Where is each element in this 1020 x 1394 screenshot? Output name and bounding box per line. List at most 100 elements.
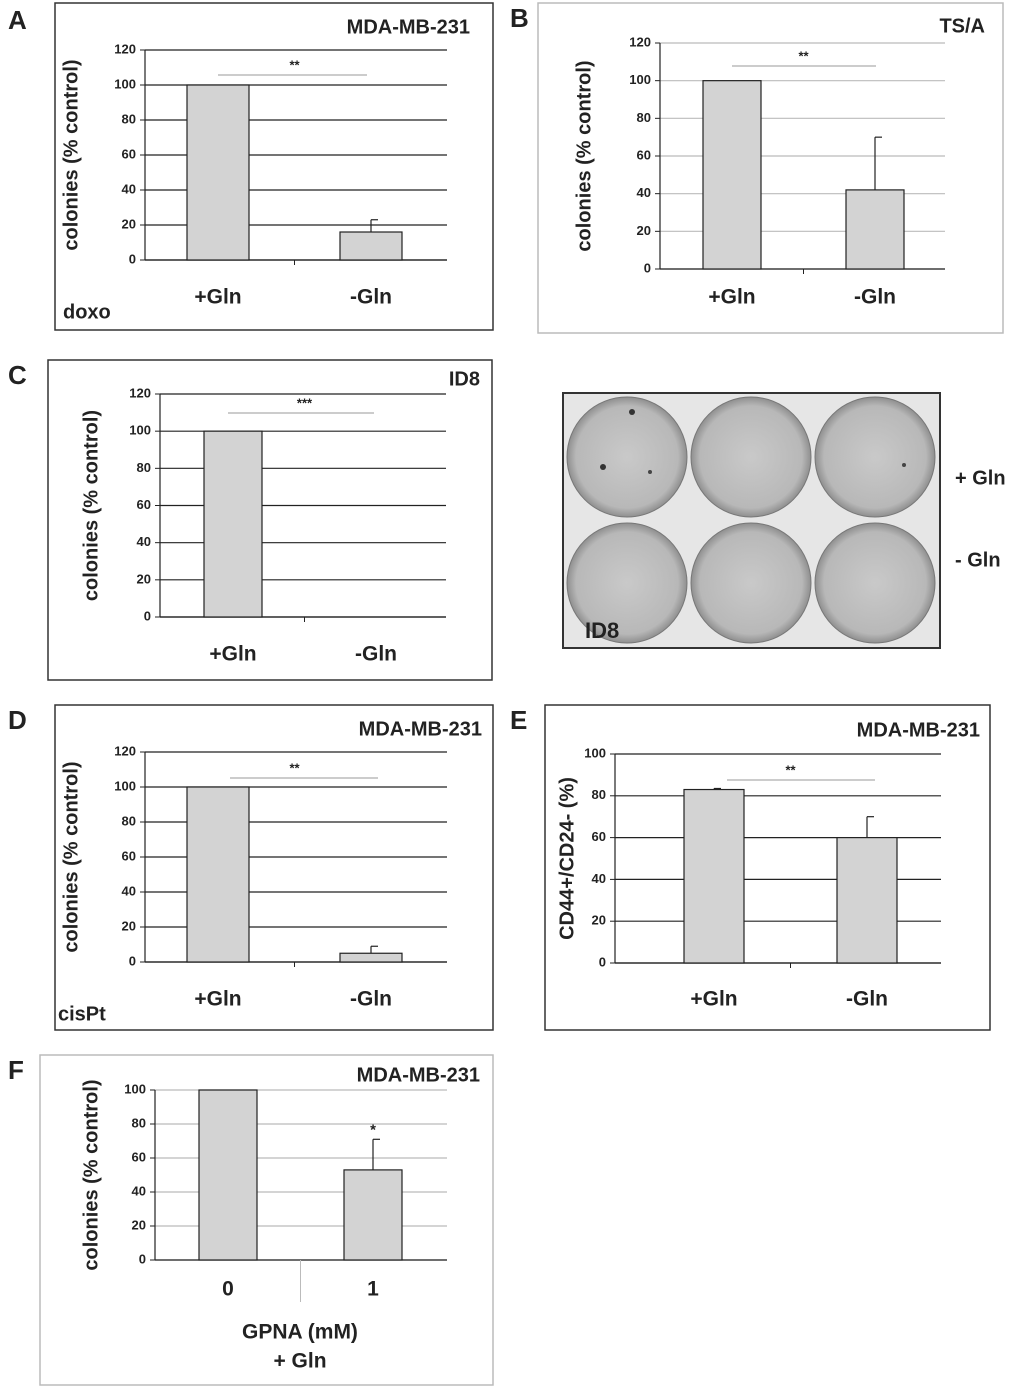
y-tick-label: 100 bbox=[114, 76, 136, 91]
bar bbox=[198, 1089, 258, 1261]
photo-plate: ID8 bbox=[562, 392, 941, 649]
panel-title: MDA-MB-231 bbox=[857, 719, 980, 741]
y-tick-label: 20 bbox=[122, 216, 136, 231]
y-tick-label: 80 bbox=[137, 460, 151, 475]
significance-label: *** bbox=[297, 395, 313, 410]
x-tick-label: -Gln bbox=[355, 643, 397, 666]
y-tick-label: 40 bbox=[137, 534, 151, 549]
panel-letter: A bbox=[8, 5, 27, 35]
panel-title: MDA-MB-231 bbox=[357, 1064, 480, 1086]
panel-frame bbox=[39, 1054, 494, 1386]
panel-title: ID8 bbox=[449, 368, 480, 390]
y-tick-label: 60 bbox=[132, 1149, 146, 1164]
panel-letter: E bbox=[510, 705, 527, 735]
y-tick-label: 0 bbox=[139, 1251, 146, 1266]
y-tick-label: 120 bbox=[114, 743, 136, 758]
colony bbox=[902, 463, 906, 467]
panel-letter: D bbox=[8, 705, 27, 735]
y-tick-label: 100 bbox=[584, 745, 606, 760]
panel-letter: C bbox=[8, 360, 27, 390]
y-tick-label: 40 bbox=[122, 181, 136, 196]
significance-label: * bbox=[370, 1121, 376, 1138]
y-tick-label: 80 bbox=[592, 787, 606, 802]
y-axis-label: CD44+/CD24- (%) bbox=[556, 777, 578, 940]
x-tick-label: 1 bbox=[367, 1278, 379, 1301]
x-tick-label: -Gln bbox=[854, 286, 896, 309]
y-tick-label: 60 bbox=[122, 146, 136, 161]
y-tick-label: 100 bbox=[114, 778, 136, 793]
bar bbox=[683, 788, 745, 964]
well bbox=[814, 396, 936, 518]
x-axis-label: + Gln bbox=[273, 1350, 326, 1373]
y-tick-label: 120 bbox=[129, 385, 151, 400]
bar bbox=[702, 80, 762, 270]
colony bbox=[648, 470, 652, 474]
y-tick-label: 0 bbox=[644, 260, 651, 275]
y-tick-label: 60 bbox=[592, 829, 606, 844]
y-tick-label: 0 bbox=[129, 953, 136, 968]
well bbox=[566, 522, 688, 644]
y-tick-label: 40 bbox=[637, 185, 651, 200]
x-tick-label: +Gln bbox=[690, 988, 737, 1011]
y-tick-label: 20 bbox=[122, 918, 136, 933]
y-tick-label: 40 bbox=[132, 1183, 146, 1198]
colony bbox=[629, 409, 635, 415]
y-tick-label: 80 bbox=[122, 111, 136, 126]
panel-frame bbox=[54, 2, 494, 331]
well bbox=[690, 396, 812, 518]
well bbox=[690, 522, 812, 644]
x-tick-label: -Gln bbox=[350, 286, 392, 309]
y-tick-label: 100 bbox=[629, 72, 651, 87]
y-tick-label: 120 bbox=[629, 34, 651, 49]
y-axis-label: colonies (% control) bbox=[80, 1079, 102, 1270]
y-tick-label: 80 bbox=[132, 1115, 146, 1130]
y-tick-label: 0 bbox=[144, 608, 151, 623]
y-axis-label: colonies (% control) bbox=[80, 410, 102, 601]
y-tick-label: 60 bbox=[137, 497, 151, 512]
y-axis-label: colonies (% control) bbox=[60, 59, 82, 250]
bar bbox=[203, 430, 263, 618]
panel-letter: F bbox=[8, 1055, 24, 1085]
x-tick-label: 0 bbox=[222, 1278, 234, 1301]
y-tick-label: 40 bbox=[592, 871, 606, 886]
panel-frame bbox=[544, 704, 991, 1031]
significance-label: ** bbox=[798, 48, 809, 63]
panel-frame bbox=[47, 359, 493, 681]
y-tick-label: 100 bbox=[124, 1081, 146, 1096]
bar bbox=[343, 1169, 403, 1261]
well bbox=[814, 522, 936, 644]
panel-letter: B bbox=[510, 3, 529, 33]
significance-label: ** bbox=[785, 762, 796, 777]
row-label: - Gln bbox=[955, 549, 1001, 571]
row-label: + Gln bbox=[955, 467, 1006, 489]
x-tick-label: +Gln bbox=[708, 286, 755, 309]
x-tick-label: +Gln bbox=[194, 988, 241, 1011]
panel-title: MDA-MB-231 bbox=[347, 16, 470, 38]
y-tick-label: 20 bbox=[132, 1217, 146, 1232]
panel-frame bbox=[537, 2, 1004, 334]
bar bbox=[186, 786, 250, 963]
bar bbox=[339, 952, 403, 963]
x-axis-label: GPNA (mM) bbox=[242, 1321, 358, 1344]
y-axis-label: colonies (% control) bbox=[60, 761, 82, 952]
y-tick-label: 120 bbox=[114, 41, 136, 56]
y-tick-label: 40 bbox=[122, 883, 136, 898]
significance-label: ** bbox=[289, 57, 300, 72]
y-tick-label: 100 bbox=[129, 423, 151, 438]
bar bbox=[339, 231, 403, 261]
panel-frame bbox=[54, 704, 494, 1031]
x-tick-label: +Gln bbox=[209, 643, 256, 666]
bar bbox=[836, 836, 898, 964]
x-tick-label: -Gln bbox=[846, 988, 888, 1011]
photo-label: ID8 bbox=[585, 618, 619, 643]
bar bbox=[845, 189, 905, 270]
y-tick-label: 80 bbox=[637, 110, 651, 125]
significance-label: ** bbox=[289, 760, 300, 775]
bar bbox=[186, 84, 250, 261]
y-tick-label: 20 bbox=[137, 571, 151, 586]
panel-note: doxo bbox=[63, 301, 111, 323]
y-tick-label: 0 bbox=[129, 251, 136, 266]
panel-note: cisPt bbox=[58, 1003, 106, 1025]
y-tick-label: 20 bbox=[637, 223, 651, 238]
